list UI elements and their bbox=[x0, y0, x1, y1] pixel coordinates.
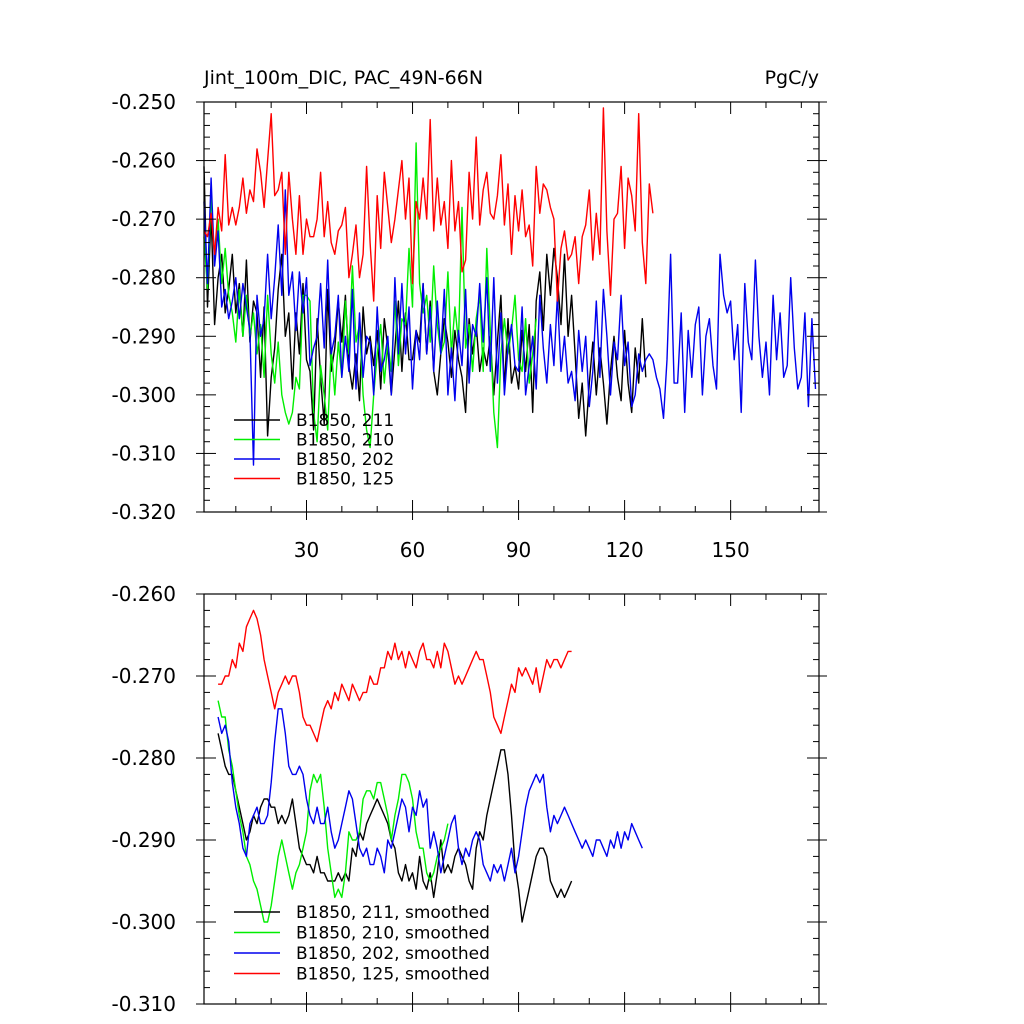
series-line-bottom-4 bbox=[218, 609, 572, 743]
legend-label: B1850, 202 bbox=[296, 450, 394, 470]
y-tick-label: -0.310 bbox=[112, 441, 176, 465]
legend-label: B1850, 211 bbox=[296, 411, 394, 431]
legend-label: B1850, 211, smoothed bbox=[296, 903, 490, 923]
series-line-top-4 bbox=[203, 107, 654, 302]
chart-title: Jint_100m_DIC, PAC_49N-66N bbox=[203, 67, 483, 89]
legend-label: B1850, 125, smoothed bbox=[296, 965, 490, 985]
units-label: PgC/y bbox=[765, 67, 819, 89]
legend-label: B1850, 210 bbox=[296, 431, 394, 451]
series-line-bottom-2 bbox=[217, 700, 449, 923]
y-tick-label: -0.270 bbox=[112, 664, 176, 688]
y-tick-label: -0.270 bbox=[112, 207, 176, 231]
bottom-plot-frame bbox=[203, 593, 820, 1005]
x-tick-label: 60 bbox=[400, 538, 425, 562]
y-tick-label: -0.250 bbox=[112, 90, 176, 114]
y-tick-label: -0.280 bbox=[112, 266, 176, 290]
y-tick-label: -0.320 bbox=[112, 500, 176, 524]
y-tick-label: -0.300 bbox=[112, 910, 176, 934]
top-plot-frame bbox=[203, 101, 820, 513]
y-tick-label: -0.290 bbox=[112, 324, 176, 348]
bottom-panel: -0.310 -0.300 -0.290 -0.280 -0.270 -0.260 B18… bbox=[112, 582, 827, 1016]
series-line-top-3 bbox=[203, 177, 817, 466]
legend-label: B1850, 202, smoothed bbox=[296, 944, 490, 964]
y-tick-label: -0.260 bbox=[112, 149, 176, 173]
x-tick-label: 30 bbox=[294, 538, 319, 562]
top-panel: Jint_100m_DIC, PAC_49N-66N PgC/y -0.320 -… bbox=[112, 67, 827, 562]
x-tick-label: 150 bbox=[712, 538, 750, 562]
y-tick-label: -0.260 bbox=[112, 582, 176, 606]
y-tick-label: -0.300 bbox=[112, 383, 176, 407]
y-tick-label: -0.290 bbox=[112, 828, 176, 852]
y-tick-label: -0.280 bbox=[112, 746, 176, 770]
x-tick-label: 90 bbox=[506, 538, 531, 562]
series-line-bottom-3 bbox=[217, 708, 643, 882]
legend-label: B1850, 210, smoothed bbox=[296, 924, 490, 944]
y-tick-label: -0.310 bbox=[112, 992, 176, 1016]
x-tick-label: 120 bbox=[606, 538, 644, 562]
series-line-bottom-1 bbox=[217, 733, 573, 923]
series-line-top-2 bbox=[203, 142, 537, 449]
legend-label: B1850, 125 bbox=[296, 470, 394, 490]
